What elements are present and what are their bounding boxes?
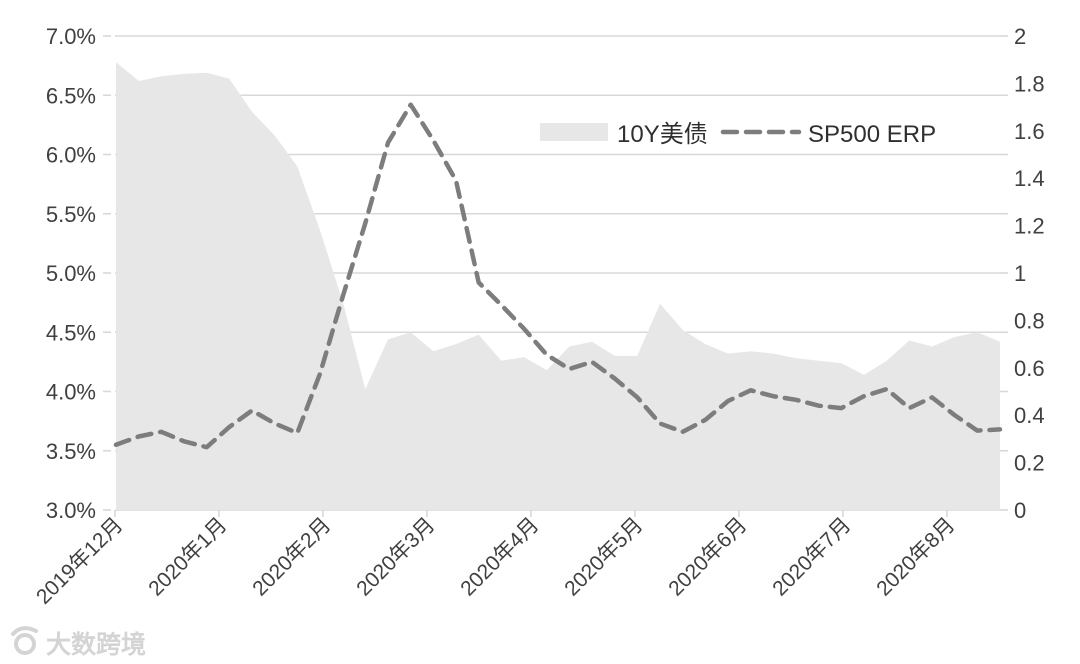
x-axis-label: 2020年1月 <box>144 513 231 600</box>
series-area-10y-treasury <box>116 62 1000 510</box>
left-axis-label: 7.0% <box>46 24 96 49</box>
left-axis-label: 6.0% <box>46 143 96 168</box>
x-axis-label: 2020年6月 <box>664 513 751 600</box>
right-axis-label: 0.6 <box>1014 356 1045 381</box>
right-axis-label: 0.2 <box>1014 451 1045 476</box>
series-dashed-line-sp500-erp <box>113 102 1003 450</box>
left-axis-label: 6.5% <box>46 83 96 108</box>
left-axis-label: 4.0% <box>46 380 96 405</box>
left-axis-label: 5.0% <box>46 261 96 286</box>
watermark: 大数跨境 <box>11 626 146 659</box>
watermark-logo-icon <box>11 626 38 655</box>
right-axis-label: 0 <box>1014 498 1026 523</box>
right-axis-label: 1.6 <box>1014 119 1045 144</box>
right-axis-label: 1.2 <box>1014 214 1045 239</box>
legend-label-sp500-erp: SP500 ERP <box>808 121 936 148</box>
x-axis-label: 2020年3月 <box>352 513 439 600</box>
left-axis-label: 4.5% <box>46 320 96 345</box>
x-axis-label: 2019年12月 <box>32 513 128 609</box>
x-axis-label: 2020年7月 <box>768 513 855 600</box>
left-axis-label: 3.5% <box>46 439 96 464</box>
legend: 10Y美债 SP500 ERP <box>540 121 936 148</box>
right-axis-label: 1.8 <box>1014 71 1045 96</box>
right-axis-label: 0.8 <box>1014 308 1045 333</box>
right-axis-labels: 2 1.8 1.6 1.4 1.2 1 0.8 0.6 0.4 0.2 0 <box>1014 24 1045 523</box>
right-axis-label: 0.4 <box>1014 403 1045 428</box>
left-axis-label: 3.0% <box>46 498 96 523</box>
watermark-text: 大数跨境 <box>46 630 146 659</box>
left-axis-label: 5.5% <box>46 202 96 227</box>
x-axis-labels: 2019年12月 2020年1月 2020年2月 2020年3月 2020年4月 2020… <box>32 513 960 609</box>
right-axis-label: 1 <box>1014 261 1026 286</box>
x-axis-label: 2020年8月 <box>872 513 959 600</box>
right-axis-label: 2 <box>1014 24 1026 49</box>
x-axis-label: 2020年4月 <box>456 513 543 600</box>
left-axis-labels: 7.0% 6.5% 6.0% 5.5% 5.0% 4.5% 4.0% 3.5% 3.0% <box>46 24 96 523</box>
axis-tick-marks <box>103 35 1008 517</box>
legend-label-10y-treasury: 10Y美债 <box>617 121 708 148</box>
x-axis-label: 2020年2月 <box>248 513 335 600</box>
right-axis-label: 1.4 <box>1014 166 1045 191</box>
legend-area-swatch <box>540 123 608 141</box>
x-axis-label: 2020年5月 <box>560 513 647 600</box>
